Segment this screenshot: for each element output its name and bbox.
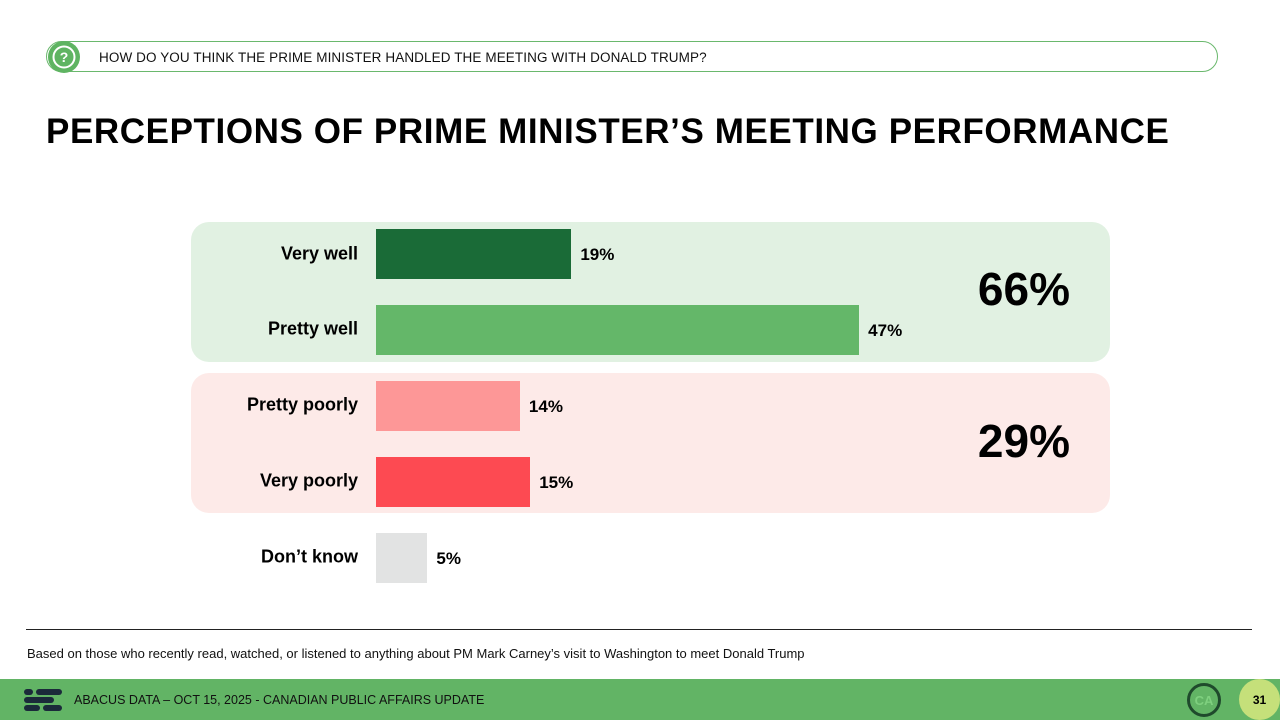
footer-divider	[26, 629, 1252, 630]
value-label-pretty-well: 47%	[868, 321, 903, 340]
value-label-very-well: 19%	[580, 245, 615, 264]
svg-text:?: ?	[60, 49, 69, 65]
positive-total-label: 66%	[977, 263, 1070, 315]
bar-very-poorly	[376, 457, 531, 507]
negative-group-background	[191, 373, 1110, 513]
footnote: Based on those who recently read, watche…	[27, 646, 805, 661]
footer-band	[0, 679, 1280, 720]
category-label-pretty-poorly: Pretty poorly	[246, 394, 358, 415]
category-label-dont-know: Don’t know	[261, 546, 358, 567]
ca-badge: CA	[1187, 683, 1221, 717]
bar-dont-know	[376, 533, 428, 583]
negative-total-label: 29%	[977, 415, 1070, 467]
value-label-pretty-poorly: 14%	[528, 397, 563, 416]
footer-text: ABACUS DATA – OCT 15, 2025 - CANADIAN PU…	[74, 693, 485, 707]
question-banner	[46, 41, 1218, 72]
category-label-very-well: Very well	[280, 243, 358, 264]
bar-pretty-poorly	[376, 381, 520, 431]
bar-pretty-well	[376, 305, 860, 355]
bar-very-well	[376, 229, 572, 279]
value-label-dont-know: 5%	[436, 549, 461, 568]
abacus-logo-icon	[24, 689, 62, 711]
category-label-very-poorly: Very poorly	[259, 470, 358, 491]
page-number: 31	[1239, 679, 1280, 720]
question-text: HOW DO YOU THINK THE PRIME MINISTER HAND…	[99, 50, 707, 65]
category-label-pretty-well: Pretty well	[267, 318, 358, 339]
question-mark-icon: ?	[48, 41, 80, 73]
value-label-very-poorly: 15%	[539, 473, 574, 492]
page-title: PERCEPTIONS OF PRIME MINISTER’S MEETING …	[46, 112, 1170, 151]
